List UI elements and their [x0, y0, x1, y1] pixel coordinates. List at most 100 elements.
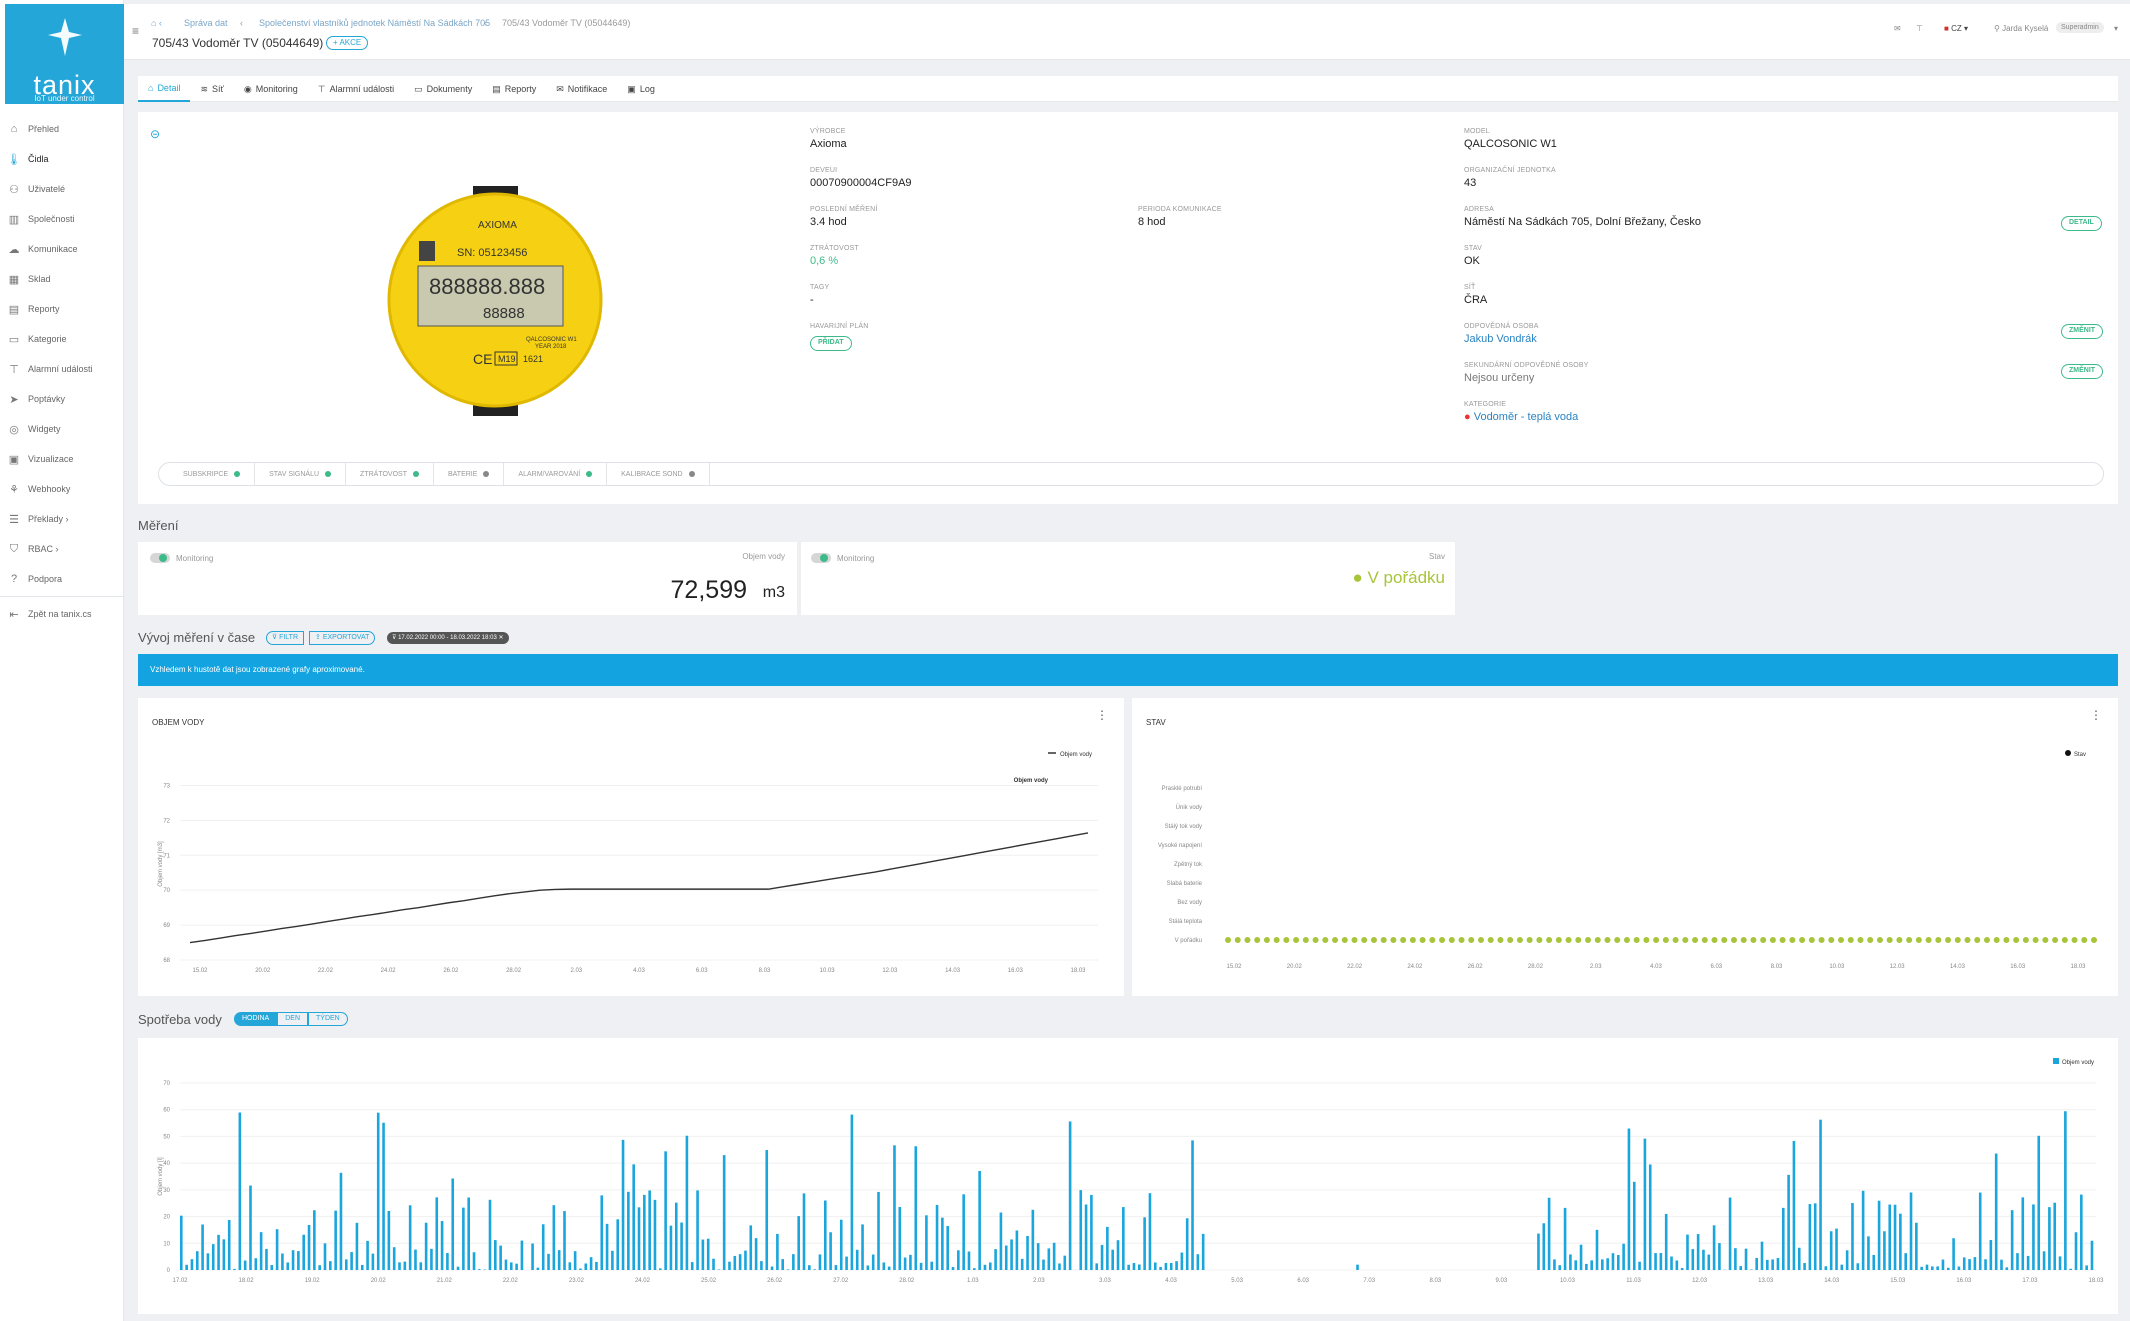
- sidebar-item-15[interactable]: ? Podpora: [0, 565, 124, 593]
- status-item-1[interactable]: STAV SIGNÁLU: [255, 463, 347, 485]
- status-item-5[interactable]: KALIBRACE SOND: [607, 463, 710, 485]
- notification-icon[interactable]: ✉: [1894, 24, 1901, 33]
- status-point: [1429, 937, 1436, 943]
- consumption-bar: [877, 1191, 880, 1270]
- status-point: [1536, 937, 1543, 943]
- consumption-bar: [2010, 1210, 2014, 1270]
- monitoring-toggle-2[interactable]: [811, 553, 831, 563]
- tab-5[interactable]: ▤ Reporty: [482, 76, 546, 102]
- sidebar-item-1[interactable]: 🌡 Čidla: [0, 145, 124, 173]
- consumption-bar: [978, 1171, 981, 1270]
- tab-7[interactable]: ▣ Log: [617, 76, 665, 102]
- tab-6[interactable]: ✉ Notifikace: [546, 76, 617, 102]
- status-point: [1507, 937, 1514, 943]
- monitoring-toggle[interactable]: [150, 553, 170, 563]
- sidebar-item-8[interactable]: ⊤ Alarmní události: [0, 355, 124, 383]
- menu-icon[interactable]: ≡: [132, 24, 140, 38]
- breadcrumb-2[interactable]: Společenství vlastníků jednotek Náměstí …: [259, 18, 491, 28]
- field-odpovedna-osoba: Odpovědná osoba Jakub Vondrák: [1464, 323, 1539, 345]
- x-tick-label: 3.03: [1099, 1278, 1111, 1284]
- sidebar-item-5[interactable]: ▦ Sklad: [0, 265, 124, 293]
- sidebar-item-2[interactable]: ⚇ Uživatelé: [0, 175, 124, 203]
- consumption-bar: [1957, 1266, 1961, 1270]
- home-icon[interactable]: ⌂ ‹: [151, 18, 162, 28]
- language-select[interactable]: ■ CZ ▾: [1944, 24, 1968, 33]
- export-button[interactable]: ⇪ EXPORTOVAT: [309, 631, 376, 645]
- collapse-icon[interactable]: ⊝: [150, 127, 161, 141]
- consumption-bar: [243, 1260, 247, 1270]
- chevron-down-icon[interactable]: ▾: [2114, 24, 2119, 33]
- user-menu[interactable]: ⚲ Jarda Kyselá: [1994, 24, 2049, 33]
- consumption-bar: [1090, 1194, 1093, 1270]
- consumption-bar: [472, 1252, 476, 1270]
- consumption-bar: [1739, 1266, 1743, 1270]
- status-item-0[interactable]: SUBSKRIPCE: [169, 463, 256, 485]
- sidebar-item-4[interactable]: ☁ Komunikace: [0, 235, 124, 263]
- x-tick-label: 16.03: [1008, 968, 1024, 974]
- consumption-bar: [297, 1251, 300, 1270]
- tab-2[interactable]: ◉ Monitoring: [234, 76, 308, 102]
- action-button[interactable]: + AKCE: [326, 36, 369, 50]
- change-person-button[interactable]: ZMĚNIT: [2061, 324, 2104, 339]
- consumption-bar: [1068, 1121, 1072, 1270]
- filter-button[interactable]: ⊽ FILTR: [266, 631, 305, 645]
- sidebar-item-10[interactable]: ◎ Widgety: [0, 415, 124, 443]
- field-sit: Síť ČRA: [1464, 284, 1488, 306]
- sidebar-item-14[interactable]: ⛉ RBAC ›: [0, 535, 124, 563]
- hour-button[interactable]: HODINA: [234, 1012, 278, 1026]
- sidebar-item-label: Kategorie: [28, 334, 67, 344]
- more-icon[interactable]: ⋮: [1096, 708, 1108, 722]
- consumption-bar: [1712, 1225, 1716, 1270]
- consumption-bar: [893, 1145, 896, 1270]
- consumption-bar: [706, 1238, 710, 1270]
- status-point: [1633, 937, 1640, 943]
- sidebar-item-11[interactable]: ▣ Vizualizace: [0, 445, 124, 473]
- breadcrumb-1[interactable]: Správa dat: [184, 18, 228, 28]
- status-point: [1273, 937, 1280, 943]
- sidebar-item-6[interactable]: ▤ Reporty: [0, 295, 124, 323]
- webhook-icon: ⚘: [9, 483, 19, 496]
- consumption-bar: [430, 1248, 433, 1270]
- consumption-bar: [1547, 1197, 1551, 1270]
- consumption-bar: [414, 1249, 417, 1270]
- tab-1[interactable]: ≋ Síť: [190, 76, 233, 102]
- responsible-person-link[interactable]: Jakub Vondrák: [1464, 333, 1537, 345]
- sidebar-item-13[interactable]: ☰ Překlady ›: [0, 505, 124, 533]
- tanix-logo[interactable]: tanix IoT under control: [5, 4, 124, 104]
- status-item-2[interactable]: ZTRÁTOVOST: [346, 463, 434, 485]
- x-tick-label: 10.03: [820, 968, 836, 974]
- tab-0[interactable]: ⌂ Detail: [138, 76, 191, 102]
- consumption-bar: [217, 1234, 220, 1270]
- consumption-bar: [664, 1151, 667, 1270]
- sidebar-item-12[interactable]: ⚘ Webhooky: [0, 475, 124, 503]
- more-icon-2[interactable]: ⋮: [2090, 708, 2102, 722]
- field-posledni-mereni: Poslední měření 3.4 hod: [810, 206, 878, 228]
- tab-3[interactable]: ⊤ Alarmní události: [308, 76, 404, 102]
- status-item-3[interactable]: BATERIE: [434, 463, 505, 485]
- change-secondary-button[interactable]: ZMĚNIT: [2061, 364, 2104, 379]
- sidebar-item-3[interactable]: ▥ Společnosti: [0, 205, 124, 233]
- consumption-bar: [792, 1254, 795, 1270]
- status-point: [1857, 937, 1864, 943]
- status-item-4[interactable]: ALARM/VAROVÁNÍ: [504, 463, 608, 485]
- consumption-chart-card: 0 10 20 30 40 50 60 70 17.02 18.02 19.02 20.02 21.02…: [138, 1038, 2118, 1314]
- address-detail-button[interactable]: DETAIL: [2061, 216, 2102, 231]
- sidebar-item-9[interactable]: ➤ Poptávky: [0, 385, 124, 413]
- antenna-icon[interactable]: ⊤: [1916, 24, 1923, 33]
- week-button[interactable]: TÝDEN: [308, 1012, 348, 1026]
- y-axis-label: Objem vody [l]: [158, 1157, 164, 1196]
- sidebar-item-16[interactable]: ⇤ Zpět na tanix.cs: [0, 600, 124, 628]
- day-button[interactable]: DEN: [277, 1012, 309, 1026]
- add-plan-button[interactable]: PŘIDAT: [810, 336, 852, 351]
- consumption-bar: [1728, 1197, 1732, 1270]
- sidebar-item-0[interactable]: ⌂ Přehled: [0, 115, 124, 143]
- category-link[interactable]: ● Vodoměr - teplá voda: [1464, 411, 1579, 423]
- x-tick-label: 17.03: [2022, 1278, 2038, 1284]
- tab-4[interactable]: ▭ Dokumenty: [404, 76, 482, 102]
- date-range-chip[interactable]: ⊽ 17.02.2022 00:00 - 18.03.2022 18:03 ✕: [387, 632, 509, 644]
- consumption-bar: [1356, 1264, 1359, 1270]
- field-org: Organizační jednotka 43: [1464, 167, 1556, 189]
- sidebar-item-7[interactable]: ▭ Kategorie: [0, 325, 124, 353]
- x-tick-label: 22.02: [318, 968, 334, 974]
- consumption-bar: [2026, 1255, 2030, 1270]
